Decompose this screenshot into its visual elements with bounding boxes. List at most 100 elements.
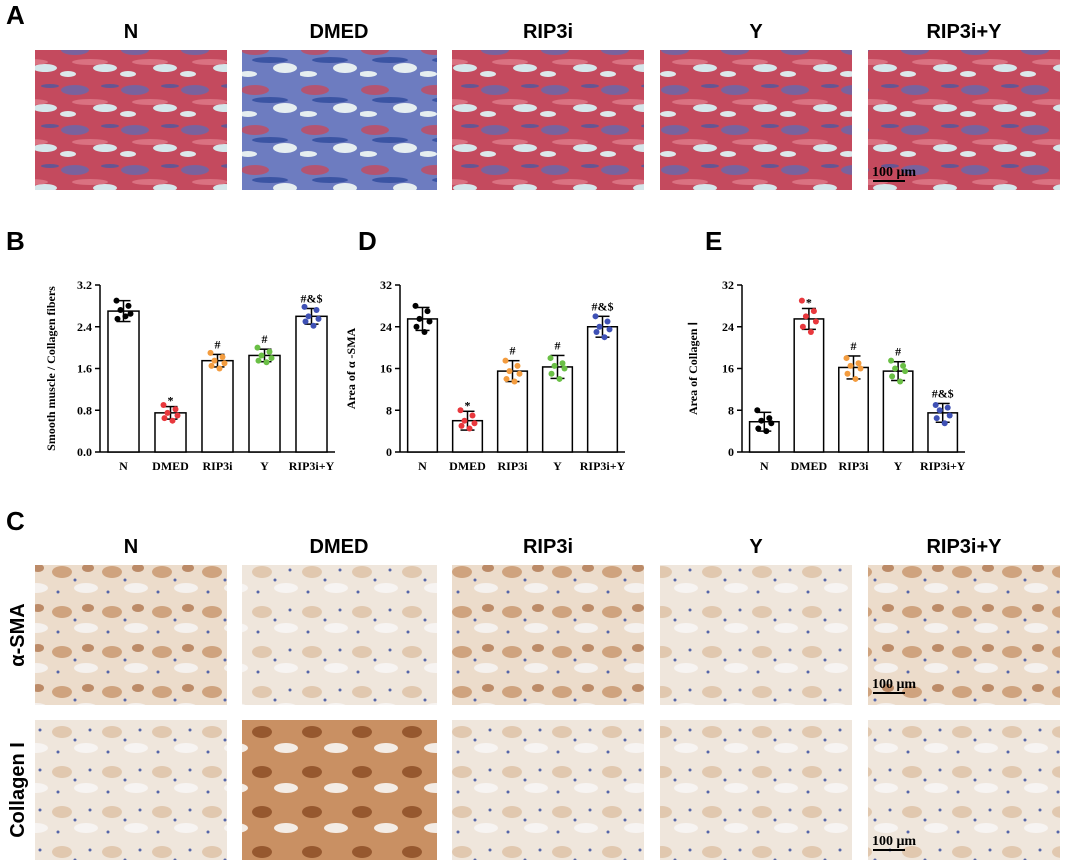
significance-label: * [465,398,471,412]
data-point [559,360,566,367]
micrograph [452,720,644,860]
data-point [897,378,904,385]
bar [496,370,529,453]
data-point [889,373,896,380]
data-point [315,315,322,322]
y-tick-label: 32 [722,278,734,292]
data-point [302,318,309,325]
significance-label: #&$ [592,299,614,313]
data-point [503,375,510,382]
data-point [946,412,953,419]
micrograph [35,50,227,190]
data-point [933,415,940,422]
group-label: DMED [310,536,369,558]
data-point [892,365,899,372]
bar [838,366,869,453]
bar [248,354,281,453]
data-point [310,322,317,329]
data-point [843,355,850,362]
bar [406,318,439,453]
data-point [596,323,603,330]
data-point [601,334,608,341]
data-point [768,420,775,427]
data-point [852,375,859,382]
data-point [412,302,419,309]
data-point [802,313,809,320]
bar [107,310,140,453]
data-point [424,308,431,315]
y-tick-label: 2.4 [77,320,92,334]
data-point [164,409,171,416]
data-point [936,407,943,414]
y-tick-label: 8 [386,403,392,417]
data-point [258,352,265,359]
data-point [847,362,854,369]
group-label: RIP3i+Y [926,536,1002,558]
data-point [117,307,124,314]
data-point [799,323,806,330]
x-tick-label: N [119,459,128,473]
y-tick-label: 16 [380,362,392,376]
panel-label: B [6,226,25,256]
data-point [254,344,261,351]
data-point [127,310,134,317]
data-point [471,420,478,427]
data-point [592,313,599,320]
data-point [161,415,168,422]
panel-label: C [6,506,25,536]
data-point [514,362,521,369]
micrograph [242,50,437,190]
data-point [263,359,270,366]
scale-bar-label: 100 μm [872,834,916,849]
x-tick-label: RIP3i [839,459,870,473]
x-tick-label: N [760,459,769,473]
group-label: Y [749,21,763,43]
group-label: RIP3i+Y [926,21,1002,43]
bar [201,359,234,453]
x-tick-label: DMED [152,459,189,473]
bar [586,326,619,453]
x-tick-label: DMED [791,459,828,473]
data-point [416,315,423,322]
data-point [169,417,176,424]
data-point [174,412,181,419]
panel-label: E [705,226,722,256]
micrograph [242,720,437,860]
x-tick-label: Y [260,459,269,473]
data-point [461,417,468,424]
data-point [551,362,558,369]
data-point [125,302,132,309]
significance-label: * [168,394,174,408]
micrograph [660,565,852,705]
data-point [798,297,805,304]
significance-label: # [262,332,268,346]
scale-bar-label: 100 μm [872,677,916,692]
data-point [221,360,228,367]
data-point [301,303,308,310]
y-tick-label: 8 [728,403,734,417]
significance-label: # [895,345,901,359]
group-label: RIP3i [523,536,573,558]
panel-label: D [358,226,377,256]
data-point [606,326,613,333]
micrograph [242,565,437,705]
data-point [160,402,167,409]
data-point [255,357,262,364]
y-tick-label: 16 [722,362,734,376]
group-label: N [124,21,138,43]
row-label: α-SMA [7,603,29,666]
data-point [421,328,428,335]
y-tick-label: 0.8 [77,403,92,417]
y-tick-label: 32 [380,278,392,292]
data-point [857,365,864,372]
data-point [266,348,273,355]
significance-label: # [555,338,561,352]
significance-label: # [510,344,516,358]
micrograph [868,50,1060,190]
significance-label: #&$ [301,291,323,305]
group-label: Y [749,536,763,558]
data-point [758,417,765,424]
group-label: N [124,536,138,558]
bar [295,315,328,453]
x-tick-label: RIP3i+Y [289,459,335,473]
